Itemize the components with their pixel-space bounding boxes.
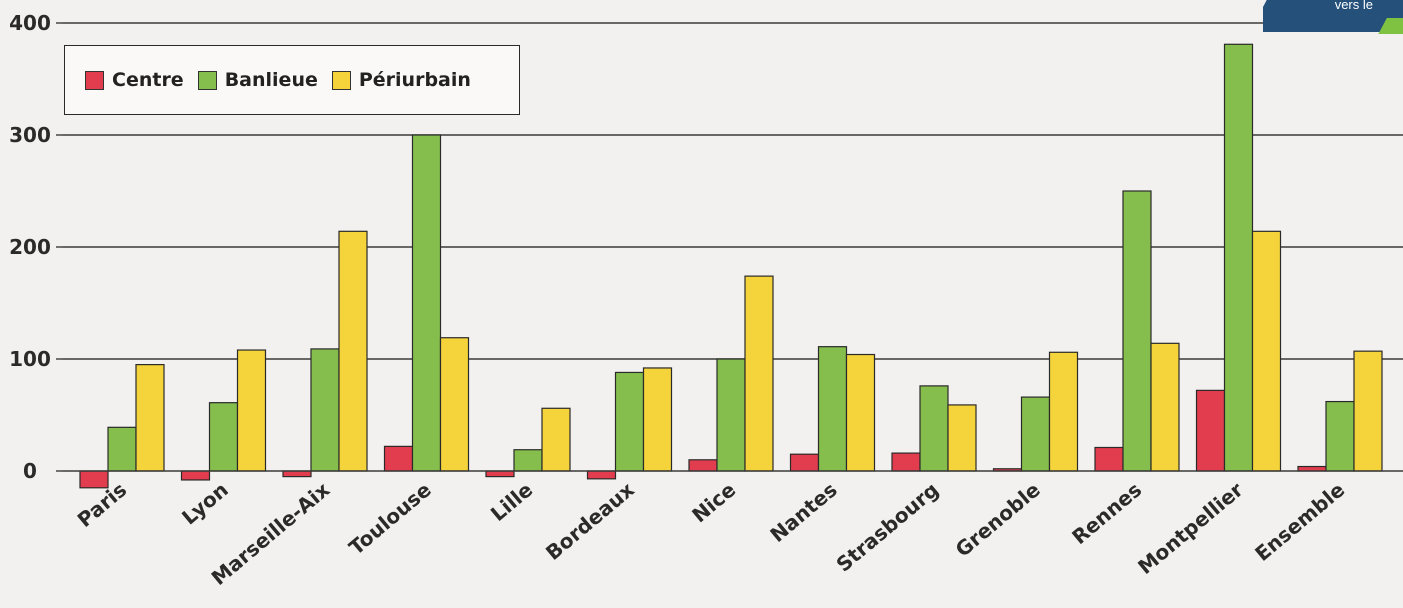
bar-montpellier-banlieue (1223, 43, 1254, 472)
bar-lille-centre (485, 470, 515, 478)
y-tick-label-200: 200 (9, 235, 51, 259)
x-tick-label-lyon: Lyon (177, 477, 233, 529)
x-tick-label-grenoble: Grenoble (951, 477, 1045, 561)
bar-grenoble-p-riurbain (1048, 351, 1079, 472)
badge-label: vers le (1334, 0, 1373, 12)
bar-paris-banlieue (107, 426, 137, 472)
bar-rennes-centre (1094, 446, 1124, 472)
y-tick-label-400: 400 (9, 11, 51, 35)
legend-item-banlieue: Banlieue (197, 69, 318, 91)
bar-lyon-centre (180, 470, 211, 481)
bar-bordeaux-banlieue (614, 371, 645, 472)
bar-lyon-p-riurbain (236, 349, 267, 472)
bar-nice-centre (688, 459, 718, 472)
bar-montpellier-centre (1195, 389, 1226, 472)
chart-legend: Centre Banlieue Périurbain (64, 45, 520, 115)
legend-swatch-banlieue (197, 70, 217, 90)
bar-bordeaux-p-riurbain (642, 367, 673, 472)
legend-label-periurbain: Périurbain (358, 69, 471, 91)
bar-strasbourg-p-riurbain (947, 404, 977, 472)
bar-montpellier-p-riurbain (1251, 230, 1282, 472)
y-tick-label-300: 300 (9, 123, 51, 147)
bar-strasbourg-centre (891, 452, 921, 472)
x-tick-label-bordeaux: Bordeaux (541, 477, 639, 564)
legend-label-banlieue: Banlieue (224, 69, 318, 91)
y-tick-label-100: 100 (9, 347, 51, 371)
x-tick-label-strasbourg: Strasbourg (831, 477, 943, 576)
bar-lille-p-riurbain (541, 407, 571, 472)
bar-nantes-banlieue (817, 346, 848, 472)
bar-nantes-p-riurbain (845, 353, 876, 472)
legend-swatch-centre (85, 70, 104, 90)
bar-ensemble-p-riurbain (1353, 350, 1383, 472)
bar-lyon-banlieue (208, 402, 239, 472)
legend-swatch-periurbain (331, 70, 351, 90)
bar-grenoble-banlieue (1020, 396, 1051, 472)
bar-paris-centre (79, 470, 109, 489)
x-tick-label-rennes: Rennes (1067, 477, 1146, 549)
bar-marseille-aix-p-riurbain (338, 230, 368, 472)
bar-bordeaux-centre (586, 470, 617, 480)
legend-label-centre: Centre (112, 69, 184, 91)
x-tick-label-lille: Lille (486, 477, 537, 526)
bar-nantes-centre (789, 453, 820, 472)
x-tick-label-nice: Nice (687, 477, 740, 527)
legend-item-periurbain: Périurbain (331, 69, 471, 91)
bar-rennes-banlieue (1122, 190, 1152, 472)
bar-lille-banlieue (513, 449, 543, 472)
corner-badge: vers le (1263, 0, 1403, 34)
bar-rennes-p-riurbain (1150, 342, 1180, 472)
bar-toulouse-banlieue (411, 134, 442, 472)
bar-strasbourg-banlieue (919, 385, 949, 472)
bar-nice-banlieue (716, 358, 746, 472)
x-tick-label-ensemble: Ensemble (1250, 477, 1349, 565)
x-tick-label-nantes: Nantes (765, 477, 841, 546)
bar-paris-p-riurbain (135, 364, 165, 472)
bar-toulouse-centre (383, 445, 414, 472)
x-tick-label-toulouse: Toulouse (344, 477, 435, 559)
x-tick-label-montpellier: Montpellier (1133, 477, 1248, 579)
bar-ensemble-banlieue (1325, 400, 1355, 472)
bar-toulouse-p-riurbain (439, 337, 470, 472)
bar-nice-p-riurbain (744, 275, 774, 472)
legend-item-centre: Centre (85, 69, 184, 91)
y-tick-label-0: 0 (23, 459, 37, 483)
bar-marseille-aix-centre (282, 470, 312, 478)
bar-marseille-aix-banlieue (310, 348, 340, 472)
